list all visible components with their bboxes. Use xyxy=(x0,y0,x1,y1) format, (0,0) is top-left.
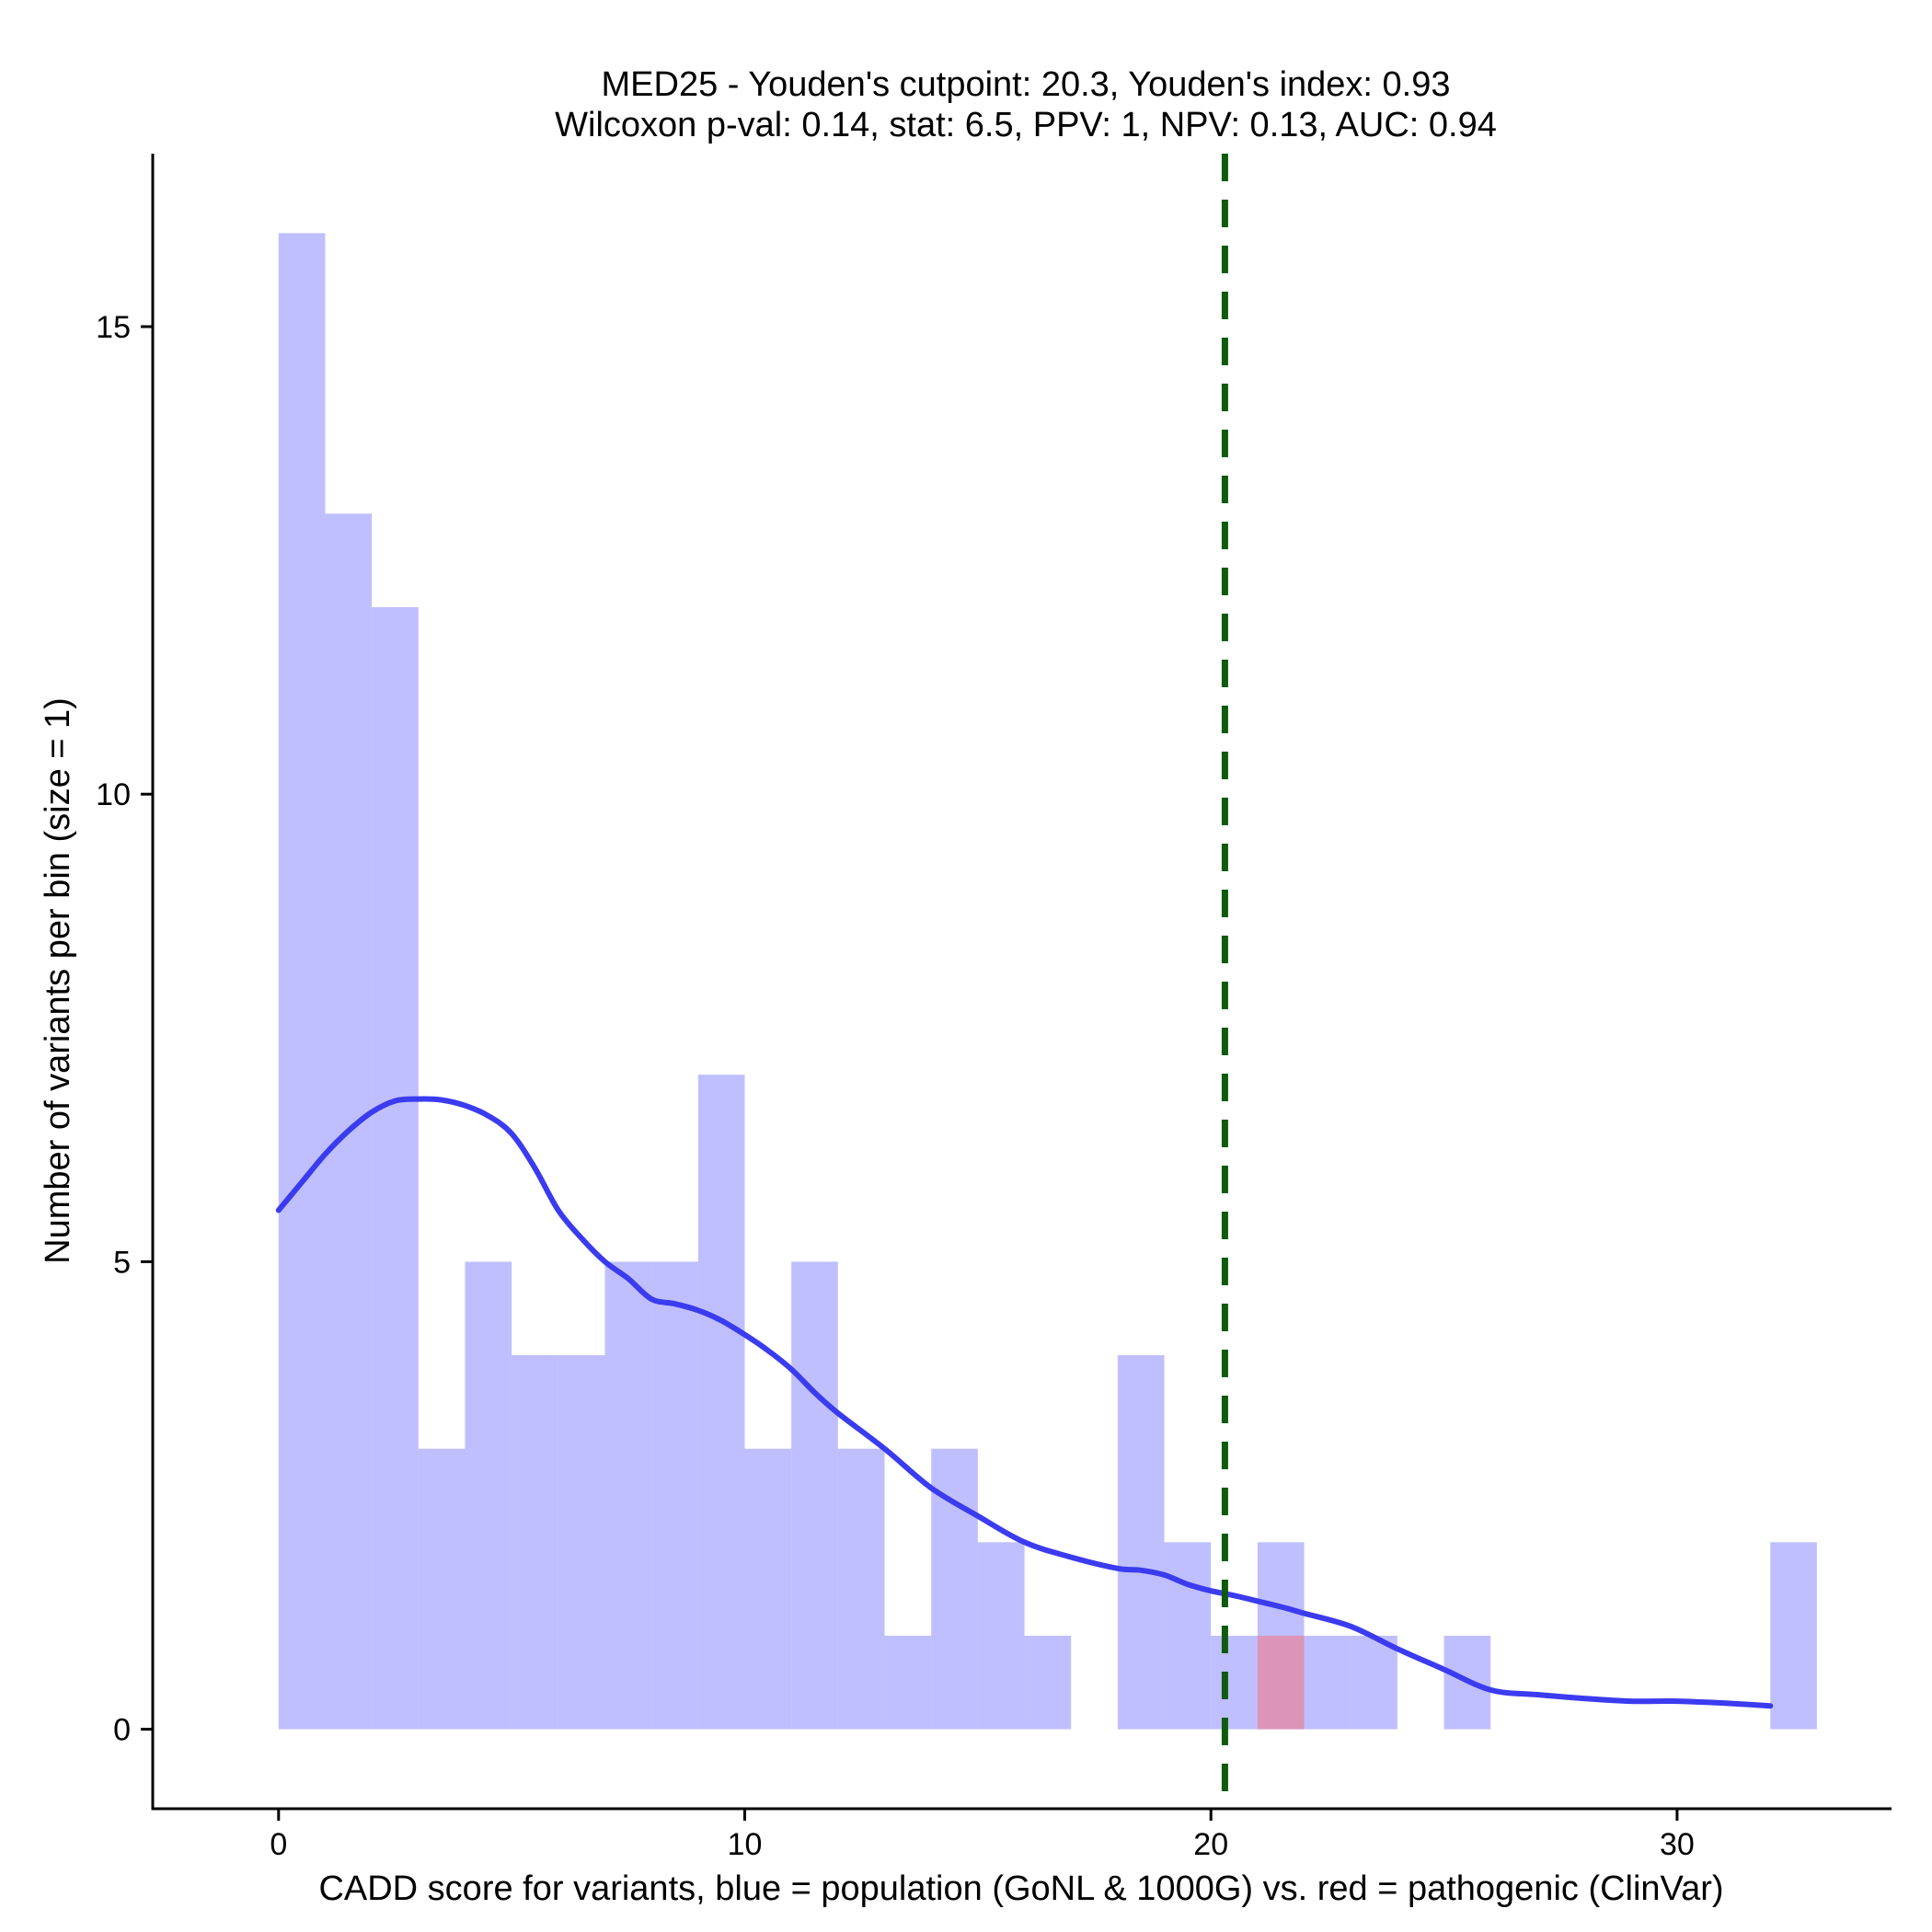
y-axis-label: Number of variants per bin (size = 1) xyxy=(39,697,77,1264)
x-axis-ticks: 0 10 20 30 xyxy=(270,1809,1695,1862)
histogram-bar xyxy=(512,1355,558,1730)
density-curve-layer xyxy=(275,1096,1774,1709)
histogram-bar xyxy=(418,1448,466,1730)
histogram-bar xyxy=(1211,1635,1258,1730)
histogram-bar xyxy=(1257,1542,1305,1730)
histogram-bar xyxy=(744,1448,792,1730)
histogram-bar xyxy=(697,1075,745,1730)
histogram-bar xyxy=(1770,1542,1817,1730)
y-tick-label: 15 xyxy=(96,310,131,345)
histogram-bar xyxy=(604,1261,652,1730)
histogram-bar xyxy=(791,1261,838,1730)
histogram-bar xyxy=(325,513,373,1730)
histogram-bar xyxy=(1304,1635,1351,1730)
chart-title-line-2: Wilcoxon p-val: 0.14, stat: 6.5, PPV: 1,… xyxy=(555,106,1497,144)
histogram-bar xyxy=(372,606,419,1730)
histogram-bar xyxy=(1257,1635,1305,1730)
histogram-bar xyxy=(465,1261,512,1730)
histogram-bar xyxy=(1117,1355,1165,1730)
y-tick-label: 0 xyxy=(113,1713,131,1748)
x-axis-label: CADD score for variants, blue = populati… xyxy=(318,1869,1723,1908)
x-tick-label: 0 xyxy=(270,1827,287,1862)
y-tick-label: 10 xyxy=(96,777,131,812)
histogram-bar xyxy=(884,1635,932,1730)
histogram-bar xyxy=(837,1448,885,1730)
density-curve xyxy=(275,1096,1774,1709)
histogram-bars xyxy=(278,233,1817,1730)
x-tick-label: 20 xyxy=(1193,1827,1228,1862)
histogram-bar xyxy=(1164,1542,1212,1730)
histogram-bar xyxy=(1024,1635,1072,1730)
y-axis-ticks: 0 5 10 15 xyxy=(96,310,153,1748)
histogram-bar xyxy=(651,1261,698,1730)
y-tick-label: 5 xyxy=(113,1245,131,1280)
histogram-bar xyxy=(1351,1635,1397,1730)
x-tick-label: 10 xyxy=(728,1827,763,1862)
chart-title-line-1: MED25 - Youden's cutpoint: 20.3, Youden'… xyxy=(602,65,1451,104)
series-pathogenic xyxy=(1257,1635,1305,1730)
x-tick-label: 30 xyxy=(1660,1827,1695,1862)
histogram-bar xyxy=(558,1355,605,1730)
histogram-bar xyxy=(977,1542,1025,1730)
series-population xyxy=(278,233,1817,1730)
histogram-bar xyxy=(278,233,326,1730)
